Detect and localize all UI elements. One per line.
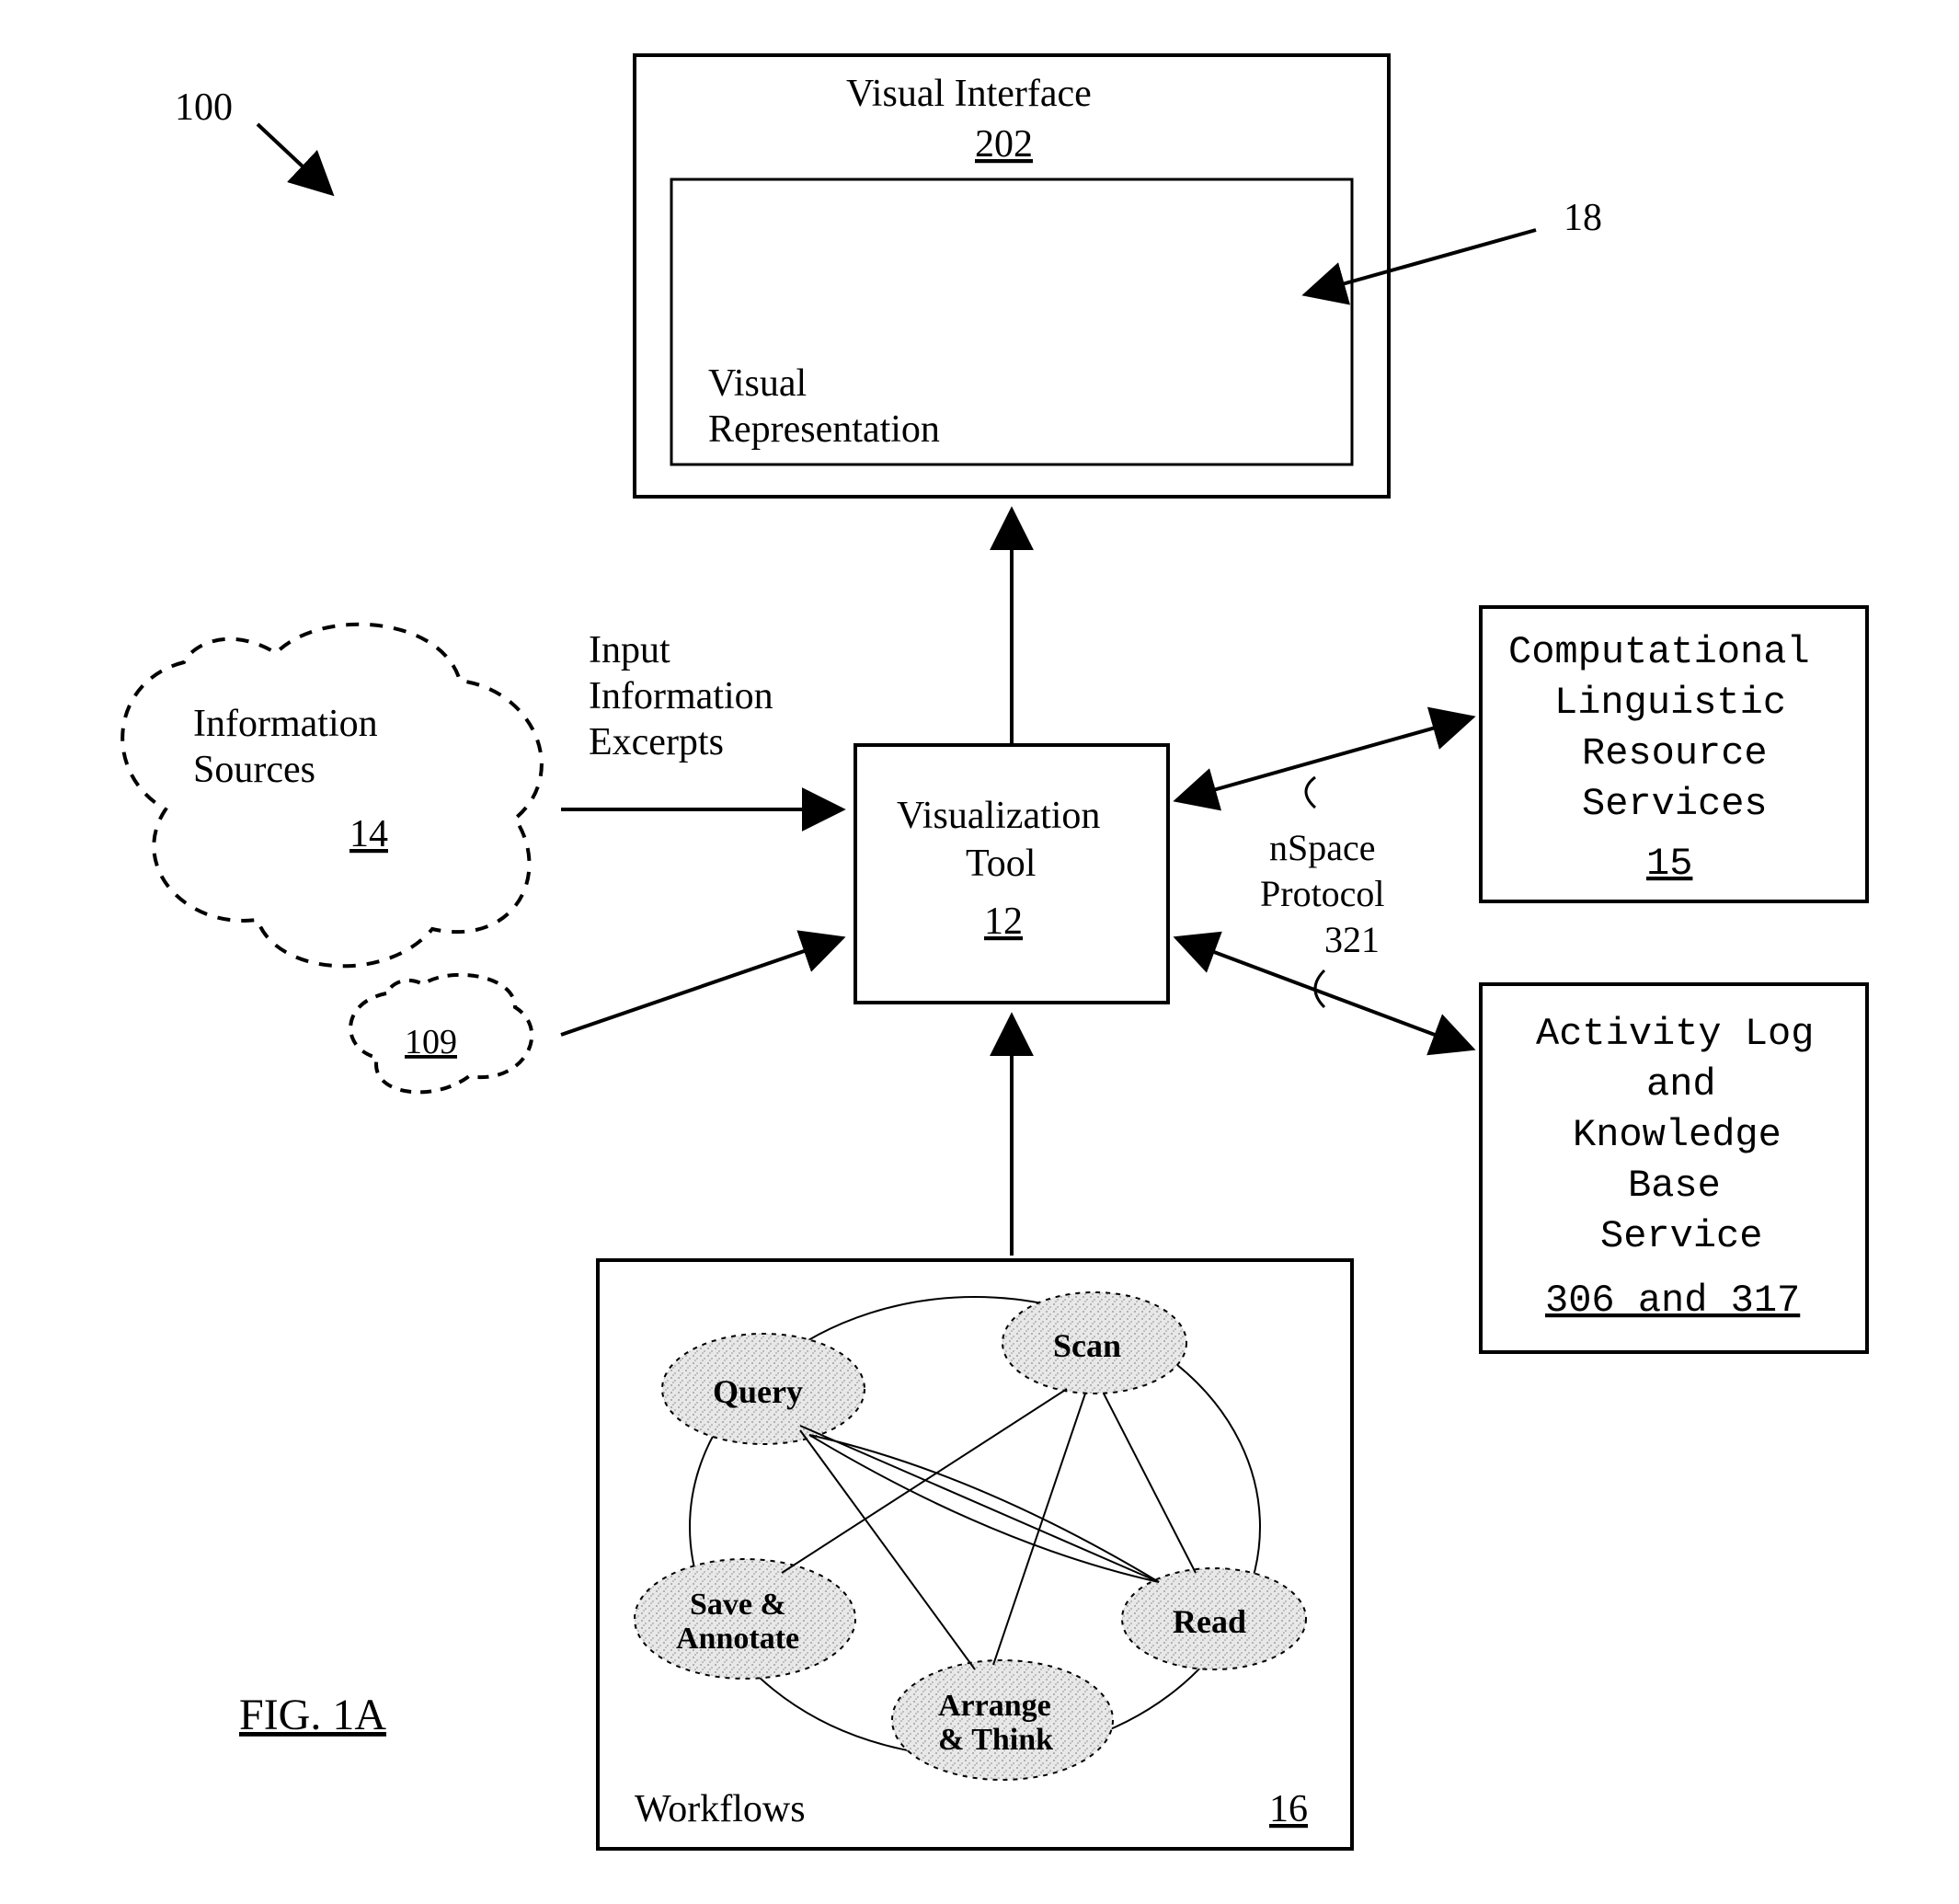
vi-title: Visual Interface <box>846 73 1092 115</box>
edge-input: Input <box>589 629 670 671</box>
cls-box: Computational Linguistic Resource Servic… <box>1481 607 1867 901</box>
log-5: Service <box>1600 1214 1762 1258</box>
proto-1: nSpace <box>1269 827 1376 868</box>
vr-label-1: Visual <box>708 362 807 405</box>
node-scan-label: Scan <box>1053 1327 1121 1364</box>
edge-excerpts: Excerpts <box>589 721 724 763</box>
log-4: Base <box>1628 1164 1721 1208</box>
node-query-label: Query <box>713 1373 803 1410</box>
ref-100: 100 <box>175 86 233 129</box>
log-1: Activity Log <box>1536 1012 1814 1056</box>
log-ref: 306 and 317 <box>1545 1279 1800 1323</box>
node-arr-2: & Think <box>938 1723 1053 1757</box>
info-sources-ref: 14 <box>349 813 388 855</box>
cls-4: Services <box>1582 782 1768 826</box>
arrow-tool-cls <box>1177 717 1472 800</box>
node-read: Read <box>1122 1568 1306 1669</box>
viz-tool-ref: 12 <box>984 900 1023 943</box>
node-scan: Scan <box>1002 1292 1186 1394</box>
log-3: Knowledge <box>1573 1113 1781 1157</box>
arrow-info-to-tool: Input Information Excerpts <box>561 629 842 809</box>
activity-log-box: Activity Log and Knowledge Base Service … <box>1481 984 1867 1352</box>
ref-100-arrow: 100 <box>175 86 331 193</box>
cls-1: Computational <box>1508 630 1810 674</box>
vr-label-2: Representation <box>708 408 940 451</box>
nspace-protocol-label: nSpace Protocol 321 <box>1260 777 1385 1007</box>
cls-3: Resource <box>1582 731 1768 775</box>
proto-ref: 321 <box>1324 919 1380 960</box>
small-cloud-109: 109 <box>350 975 532 1093</box>
viz-tool-box: Visualization Tool 12 <box>855 745 1168 1003</box>
info-sources-cloud: Information Sources 14 <box>122 625 542 967</box>
workflows-box: Workflows 16 Query Scan Read Arrange & T… <box>598 1260 1352 1849</box>
edge-information: Information <box>589 675 773 717</box>
node-save-2: Annotate <box>676 1622 799 1656</box>
node-save-1: Save & <box>690 1588 786 1622</box>
cls-2: Linguistic <box>1554 681 1786 725</box>
node-save: Save & Annotate <box>635 1559 855 1679</box>
log-2: and <box>1646 1062 1716 1107</box>
workflows-ref: 16 <box>1269 1788 1308 1830</box>
info-sources-2: Sources <box>193 749 315 791</box>
ref-109: 109 <box>405 1023 457 1061</box>
cls-ref: 15 <box>1646 842 1692 886</box>
ref-18-arrow: 18 <box>1306 197 1602 294</box>
viz-tool-2: Tool <box>966 843 1036 885</box>
arrow-109-to-tool <box>561 938 842 1035</box>
node-read-label: Read <box>1173 1603 1246 1640</box>
node-arr-1: Arrange <box>938 1689 1051 1723</box>
ref-18: 18 <box>1564 197 1602 239</box>
node-arrange: Arrange & Think <box>892 1660 1113 1780</box>
vi-ref: 202 <box>975 123 1033 166</box>
proto-2: Protocol <box>1260 873 1385 914</box>
viz-tool-1: Visualization <box>897 795 1100 837</box>
visual-interface-box: Visual Interface 202 Visual Representati… <box>635 55 1389 497</box>
workflows-title: Workflows <box>635 1788 806 1830</box>
node-query: Query <box>662 1334 865 1444</box>
figure-label: FIG. 1A <box>239 1691 386 1739</box>
info-sources-1: Information <box>193 703 378 745</box>
